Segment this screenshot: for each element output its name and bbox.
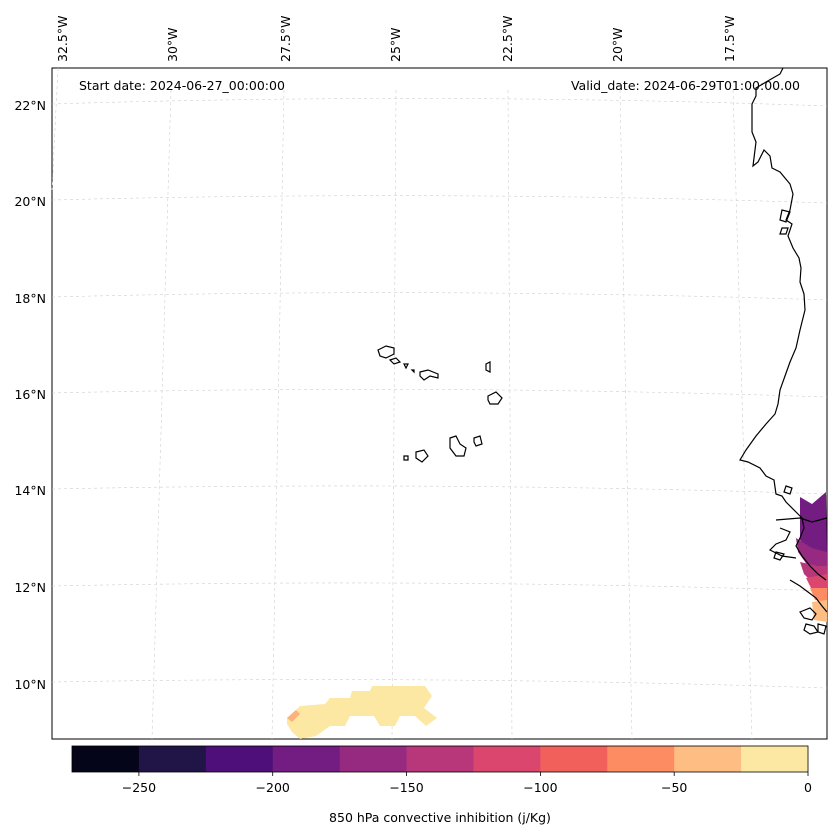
colorbar-tick-label: 0	[804, 780, 812, 795]
colorbar-title: 850 hPa convective inhibition (j/Kg)	[329, 810, 551, 825]
lat-label: 14°N	[14, 483, 46, 498]
colorbar-swatch	[205, 746, 274, 772]
colorbar-swatch	[607, 746, 675, 772]
coastline	[739, 67, 828, 635]
cin-field-south	[287, 686, 437, 739]
lat-label: 10°N	[14, 677, 46, 692]
colorbar: −250 −200 −150 −100 −50 0 850 hPa convec…	[71, 745, 812, 825]
lon-label: 25°W	[388, 27, 403, 62]
colorbar-swatch	[406, 746, 474, 772]
lon-label: 30°W	[165, 27, 180, 62]
graticule	[51, 67, 828, 740]
colorbar-tick-label: −50	[661, 780, 687, 795]
colorbar-swatch	[674, 746, 742, 772]
lat-label: 12°N	[14, 580, 46, 595]
lat-label: 18°N	[14, 291, 46, 306]
colorbar-swatch	[741, 746, 809, 772]
colorbar-tick-label: −150	[389, 780, 423, 795]
lat-label: 20°N	[14, 194, 46, 209]
lon-label: 27.5°W	[278, 16, 293, 62]
valid-date-label: Valid_date: 2024-06-29T01:00:00.00	[571, 78, 800, 93]
latitude-labels: 22°N 20°N 18°N 16°N 14°N 12°N 10°N	[14, 98, 46, 692]
colorbar-tick-label: −100	[523, 780, 557, 795]
colorbar-outline	[71, 745, 809, 773]
colorbar-swatch	[473, 746, 541, 772]
lat-label: 16°N	[14, 387, 46, 402]
cabo-verde-islands	[377, 345, 503, 463]
longitude-labels: 32.5°W 30°W 27.5°W 25°W 22.5°W 20°W 17.5…	[55, 16, 737, 62]
colorbar-swatch	[339, 746, 407, 772]
colorbar-swatch	[72, 746, 140, 772]
lat-label: 22°N	[14, 98, 46, 113]
map-frame	[51, 67, 828, 740]
lon-label: 20°W	[610, 27, 625, 62]
lon-label: 22.5°W	[500, 16, 515, 62]
cin-field-east	[796, 492, 827, 622]
colorbar-swatch	[272, 746, 341, 772]
colorbar-tick-label: −200	[256, 780, 290, 795]
colorbar-ticks	[138, 772, 809, 776]
colorbar-swatch	[138, 746, 207, 772]
start-date-label: Start date: 2024-06-27_00:00:00	[79, 78, 285, 93]
colorbar-swatch	[540, 746, 608, 772]
lon-label: 32.5°W	[55, 16, 70, 62]
lon-label: 17.5°W	[722, 16, 737, 62]
colorbar-tick-label: −250	[122, 780, 156, 795]
